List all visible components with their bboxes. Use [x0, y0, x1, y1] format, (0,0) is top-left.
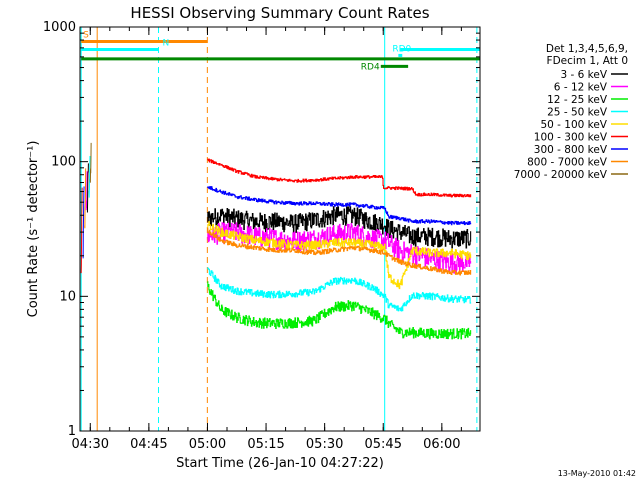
early-trace-1	[82, 186, 85, 259]
legend-label-0: 3 - 6 keV	[560, 69, 607, 81]
x-tick-label-4: 05:30	[306, 437, 343, 452]
legend-label-3: 25 - 50 keV	[547, 107, 608, 119]
legend-label-8: 7000 - 20000 keV	[514, 169, 608, 181]
series-line-0	[207, 206, 472, 249]
series-line-4	[207, 220, 472, 290]
early-trace-5	[88, 155, 91, 198]
series-line-7	[207, 227, 472, 276]
legend-title-line: FDecim 1, Att 0	[547, 55, 628, 67]
legend-label-6: 300 - 800 keV	[534, 144, 608, 156]
legend-label-2: 12 - 25 keV	[547, 94, 608, 106]
early-trace-3	[85, 170, 88, 211]
flag-label-0: S	[83, 31, 89, 41]
x-tick-label-3: 05:15	[247, 437, 284, 452]
legend-label-4: 50 - 100 keV	[540, 119, 607, 131]
early-trace-4	[86, 163, 89, 213]
series-line-5	[207, 158, 472, 198]
y-tick-label-0: 1	[68, 424, 76, 439]
y-axis-label: Count Rate (s⁻¹ detector⁻¹)	[26, 141, 41, 318]
x-tick-label-0: 04:30	[72, 437, 109, 452]
plot-frame	[79, 26, 481, 432]
flag-label-5: RD4	[361, 62, 380, 72]
x-tick-label-5: 05:45	[365, 437, 402, 452]
y-tick-label-2: 100	[51, 155, 76, 170]
legend-label-5: 100 - 300 keV	[534, 132, 608, 144]
plot-area: S N RD0 RD4	[80, 27, 480, 431]
series-line-1	[207, 222, 472, 274]
legend-label-7: 800 - 7000 keV	[527, 157, 608, 169]
flag-label-4: RD0	[392, 44, 411, 54]
legend-title-line: Det 1,3,4,5,6,9,	[546, 43, 628, 55]
x-tick-label-1: 04:45	[130, 437, 167, 452]
legend: Det 1,3,4,5,6,9,FDecim 1, Att 0 3 - 6 keV…	[514, 43, 628, 181]
early-trace-0	[80, 187, 83, 274]
early-trace-6	[89, 142, 92, 183]
legend-label-1: 6 - 12 keV	[554, 82, 608, 94]
flag-label-1: N	[163, 39, 170, 49]
y-tick-label-3: 1000	[43, 20, 76, 35]
y-tick-label-1: 10	[59, 289, 76, 304]
x-axis-label: Start Time (26-Jan-10 04:27:22)	[176, 456, 384, 471]
series-line-2	[207, 281, 472, 340]
series-line-6	[207, 186, 472, 226]
x-tick-label-2: 05:00	[189, 437, 226, 452]
footer-timestamp: 13-May-2010 01:42	[558, 469, 636, 478]
early-trace-2	[84, 168, 87, 229]
series-line-3	[207, 267, 472, 312]
axes: 1 10 100 1000 04:30 04:45 05:00 05:15 05:30 05:45…	[43, 20, 480, 452]
chart-title: HESSI Observing Summary Count Rates	[130, 4, 429, 22]
x-tick-label-6: 06:00	[423, 437, 460, 452]
